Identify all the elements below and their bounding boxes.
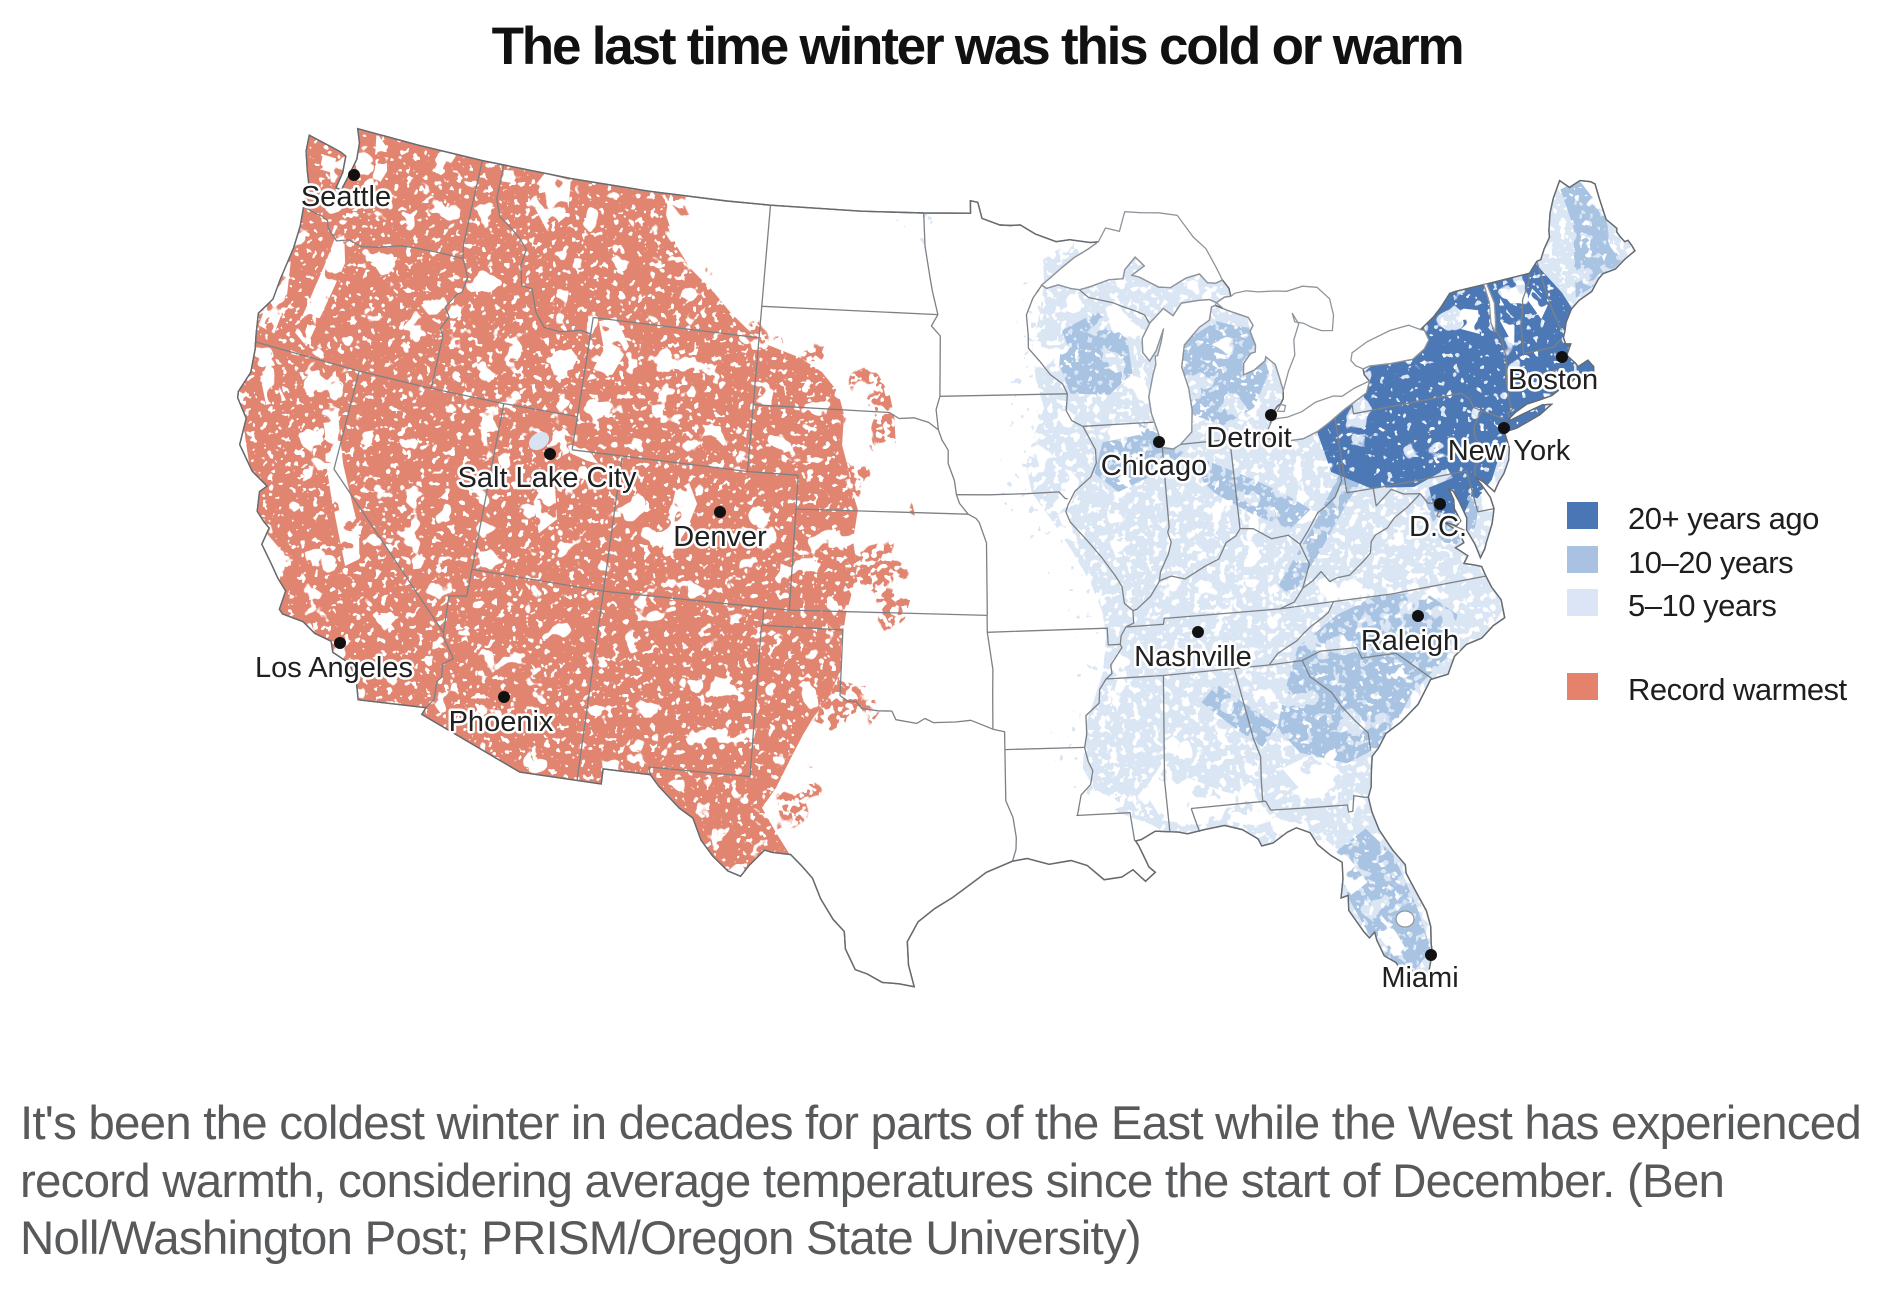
- svg-text:Boston: Boston: [1508, 364, 1598, 396]
- svg-text:Denver: Denver: [673, 521, 767, 553]
- svg-text:Raleigh: Raleigh: [1361, 625, 1459, 657]
- svg-text:Phoenix: Phoenix: [449, 706, 554, 738]
- svg-text:Detroit: Detroit: [1206, 422, 1291, 454]
- svg-text:New York: New York: [1448, 435, 1571, 467]
- svg-text:Miami: Miami: [1381, 962, 1458, 994]
- svg-text:D.C.: D.C.: [1409, 511, 1467, 543]
- svg-text:Salt Lake City: Salt Lake City: [458, 462, 637, 494]
- svg-text:Nashville: Nashville: [1134, 641, 1252, 673]
- svg-text:Los Angeles: Los Angeles: [255, 652, 413, 684]
- svg-text:Chicago: Chicago: [1101, 450, 1207, 482]
- svg-text:Seattle: Seattle: [301, 181, 391, 213]
